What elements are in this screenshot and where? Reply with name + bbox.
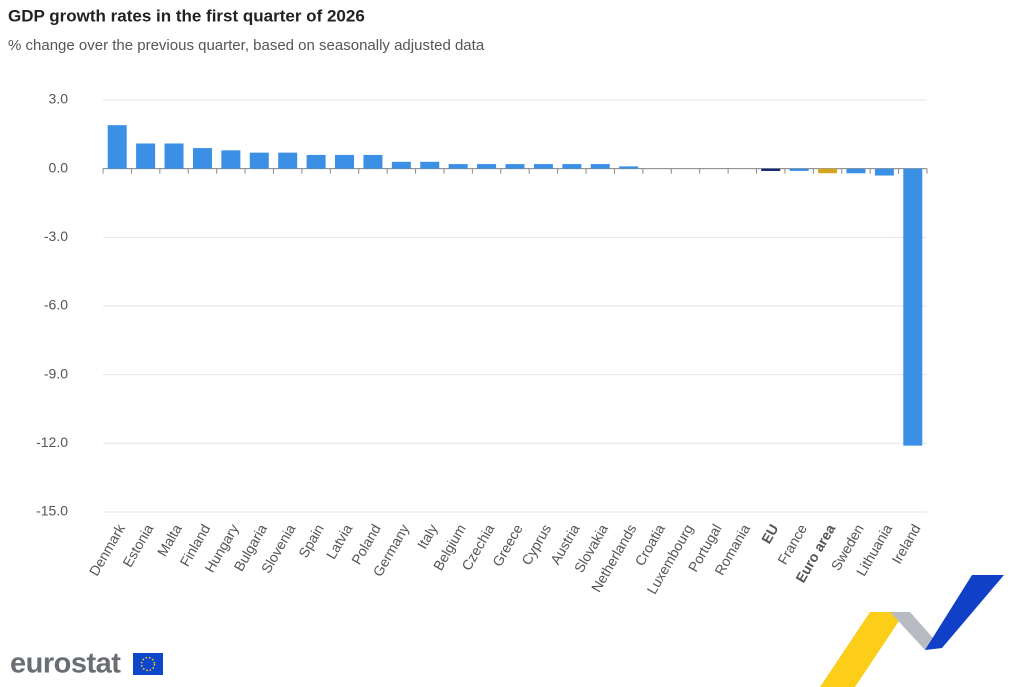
y-tick-label: 0.0 xyxy=(49,159,69,175)
x-tick-label: Italy xyxy=(414,521,441,551)
bar xyxy=(903,168,923,446)
bar xyxy=(590,164,610,169)
bar xyxy=(107,125,127,169)
bar xyxy=(448,164,468,169)
bar xyxy=(391,161,411,169)
bar xyxy=(562,164,582,169)
ribbon-gray xyxy=(890,612,942,650)
bar xyxy=(249,152,269,169)
eu-stars xyxy=(140,656,156,672)
x-tick-label: Spain xyxy=(295,521,327,560)
y-tick-label: -15.0 xyxy=(36,503,68,519)
y-tick-label: -9.0 xyxy=(44,365,68,381)
x-tick-label: EU xyxy=(758,521,782,546)
chart-title: GDP growth rates in the first quarter of… xyxy=(8,6,365,25)
ribbon-blue xyxy=(925,575,1004,650)
bar xyxy=(818,168,838,174)
bar xyxy=(533,164,553,169)
bar xyxy=(136,143,156,169)
ribbon-yellow xyxy=(820,612,905,687)
bar xyxy=(505,164,525,169)
x-tick-label: Denmark xyxy=(86,520,129,578)
bar xyxy=(619,166,639,169)
bar xyxy=(306,154,326,169)
decoration xyxy=(820,575,1004,687)
y-tick-label: -12.0 xyxy=(36,434,68,450)
bar xyxy=(278,152,298,169)
bar xyxy=(846,168,866,174)
y-tick-label: 3.0 xyxy=(49,91,69,107)
logo: eurostat xyxy=(10,648,163,680)
y-tick-label: -3.0 xyxy=(44,228,68,244)
bar xyxy=(192,148,212,169)
bar xyxy=(335,154,355,169)
bar xyxy=(789,168,809,171)
bar xyxy=(221,150,241,169)
logo-text: eurostat xyxy=(10,648,121,680)
bar xyxy=(761,168,781,171)
bar xyxy=(164,143,184,169)
bar xyxy=(420,161,440,169)
bar xyxy=(874,168,894,176)
bar xyxy=(477,164,497,169)
chart-subtitle: % change over the previous quarter, base… xyxy=(8,37,485,54)
y-tick-label: -6.0 xyxy=(44,297,68,313)
bar xyxy=(363,154,383,169)
x-tick-label: Ireland xyxy=(888,521,923,566)
eu-flag xyxy=(133,653,163,675)
